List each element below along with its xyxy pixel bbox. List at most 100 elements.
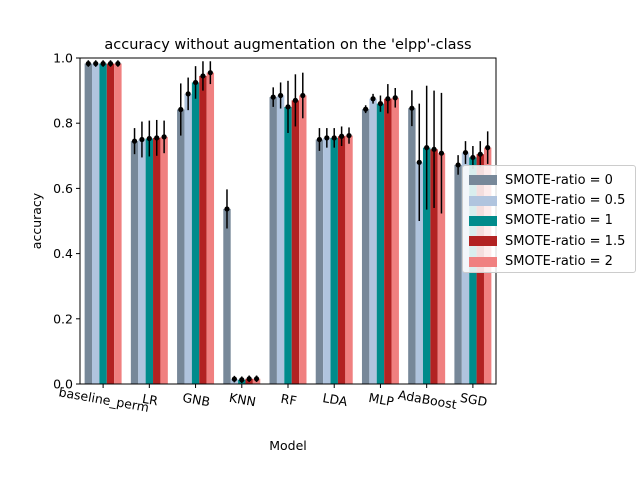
bar xyxy=(138,139,146,384)
bar xyxy=(191,82,200,384)
data-point xyxy=(107,60,114,67)
data-point xyxy=(185,91,191,97)
data-point xyxy=(477,151,483,157)
legend-item: SMOTE-ratio = 1.5 xyxy=(469,231,629,251)
bar xyxy=(130,141,139,384)
data-point xyxy=(270,94,276,100)
bar xyxy=(223,208,231,384)
bar xyxy=(92,63,100,385)
bar xyxy=(437,153,446,384)
y-tick-label: 0.4 xyxy=(53,246,73,261)
legend-item: SMOTE-ratio = 2 xyxy=(469,252,629,272)
legend-label: SMOTE-ratio = 1 xyxy=(505,213,613,229)
data-point xyxy=(154,135,160,141)
legend-swatch xyxy=(469,175,497,186)
data-point xyxy=(416,159,422,165)
bar xyxy=(291,100,300,384)
data-point xyxy=(192,79,199,86)
data-point xyxy=(285,104,291,110)
data-point xyxy=(316,136,323,143)
data-point xyxy=(246,376,252,382)
x-tick-label: LDA xyxy=(321,390,349,409)
data-point xyxy=(146,135,152,142)
data-point xyxy=(207,70,213,76)
bar xyxy=(323,137,331,384)
legend-item: SMOTE-ratio = 0.5 xyxy=(469,190,629,210)
bar xyxy=(145,138,154,384)
bar xyxy=(184,93,192,385)
legend-swatch xyxy=(469,195,497,206)
bar xyxy=(408,108,416,384)
x-tick-label: RF xyxy=(280,391,298,409)
data-point xyxy=(424,145,430,151)
y-tick-label: 1.0 xyxy=(53,51,73,66)
bar xyxy=(454,164,462,384)
x-tick-label: AdaBoost xyxy=(397,387,458,412)
bar xyxy=(391,97,399,384)
x-tick-label: KNN xyxy=(228,390,257,409)
data-point xyxy=(85,60,91,67)
chart-title: accuracy without augmentation on the 'el… xyxy=(104,37,471,53)
bar xyxy=(345,135,353,384)
bar xyxy=(430,149,438,384)
bar xyxy=(284,106,292,385)
data-point xyxy=(93,60,99,67)
data-point xyxy=(377,101,384,107)
legend-swatch xyxy=(469,256,497,267)
data-point xyxy=(370,96,376,102)
y-axis-label: accuracy xyxy=(29,192,44,249)
x-tick-label: baseline_perm xyxy=(58,384,151,415)
data-point xyxy=(278,92,284,99)
data-point xyxy=(485,145,491,151)
data-point xyxy=(200,73,206,79)
bar xyxy=(376,103,385,384)
bar xyxy=(361,109,370,384)
bar xyxy=(422,147,431,384)
data-point xyxy=(292,97,298,103)
data-point xyxy=(462,149,469,156)
bar xyxy=(84,63,93,385)
data-point xyxy=(100,60,106,67)
data-point xyxy=(115,60,121,67)
data-point xyxy=(392,95,398,101)
bar xyxy=(206,72,215,385)
data-point xyxy=(324,135,330,141)
data-point xyxy=(139,136,145,143)
legend-swatch xyxy=(469,215,497,226)
data-point xyxy=(385,96,391,102)
x-tick-label: GNB xyxy=(181,390,211,410)
data-point xyxy=(178,106,184,113)
data-point xyxy=(161,134,167,140)
legend: SMOTE-ratio = 0 SMOTE-ratio = 0.5 SMOTE-ra… xyxy=(462,165,636,273)
bar xyxy=(153,137,161,384)
legend-label: SMOTE-ratio = 0.5 xyxy=(505,193,626,209)
bar xyxy=(177,109,185,385)
data-point xyxy=(455,162,461,168)
x-tick-label: MLP xyxy=(367,390,395,409)
data-point xyxy=(224,206,230,212)
data-point xyxy=(409,105,415,111)
bar xyxy=(199,75,207,385)
legend-swatch xyxy=(469,236,497,247)
legend-label: SMOTE-ratio = 1.5 xyxy=(505,233,626,249)
data-point xyxy=(131,138,138,144)
x-axis-label: Model xyxy=(269,438,307,453)
legend-label: SMOTE-ratio = 2 xyxy=(505,254,613,270)
data-point xyxy=(339,133,345,139)
legend-item: SMOTE-ratio = 1 xyxy=(469,211,629,231)
data-point xyxy=(431,146,437,152)
bar xyxy=(114,63,122,385)
bar xyxy=(299,95,307,385)
data-point xyxy=(253,376,260,382)
bar xyxy=(99,63,107,385)
data-point xyxy=(331,135,337,141)
data-point xyxy=(231,376,237,382)
bar xyxy=(276,95,285,385)
y-tick-label: 0.6 xyxy=(53,181,73,196)
data-point xyxy=(239,377,245,383)
bar xyxy=(330,137,338,384)
x-tick-label: LR xyxy=(141,391,159,409)
data-point xyxy=(438,150,445,156)
bar xyxy=(315,139,324,384)
